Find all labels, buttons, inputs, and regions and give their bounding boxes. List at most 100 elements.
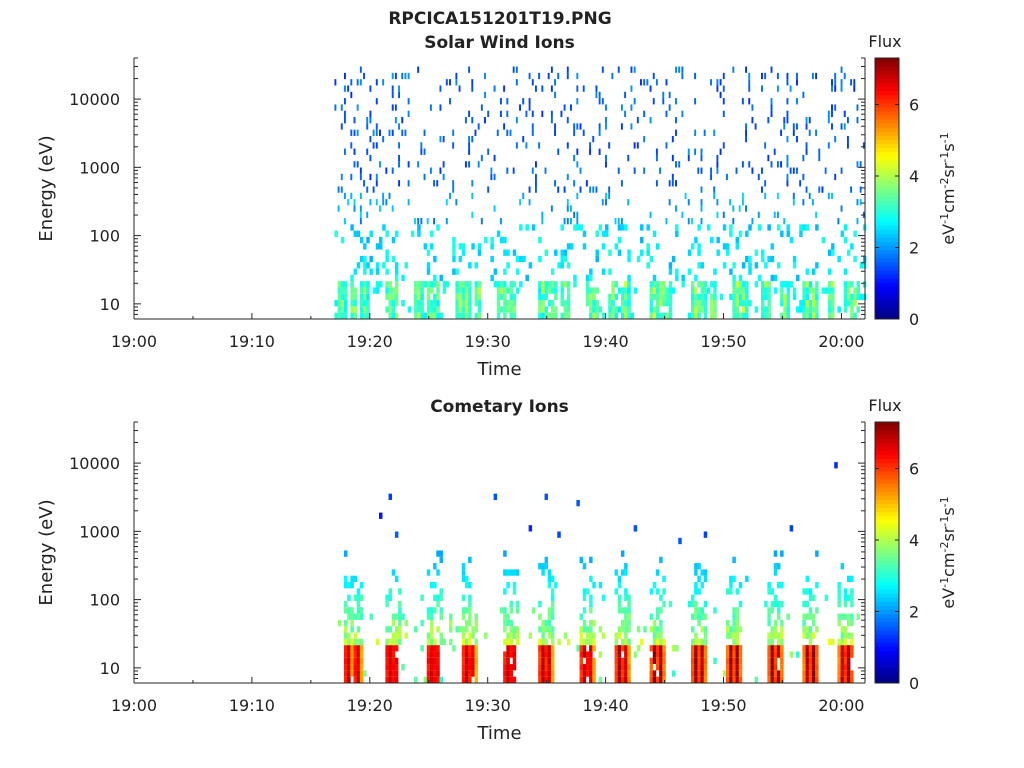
spectrogram-cell xyxy=(388,588,393,595)
spectrogram-cell xyxy=(668,293,673,301)
spectrogram-cell xyxy=(761,186,763,193)
spectrogram-cell xyxy=(414,300,418,307)
spectrogram-cell xyxy=(627,293,631,301)
spectrogram-cell xyxy=(748,98,751,105)
spectrogram-cell xyxy=(808,192,811,200)
spectrogram-cell xyxy=(538,312,542,319)
spectrogram-cell xyxy=(802,300,806,307)
spectrogram-cell xyxy=(690,613,695,620)
spectrogram-cell xyxy=(697,224,701,231)
spectrogram-cell xyxy=(477,249,482,256)
spectrogram-cell xyxy=(433,274,437,282)
spectrogram-cell xyxy=(458,312,463,319)
spectrogram-cell xyxy=(579,645,584,652)
spectrogram-cell xyxy=(356,657,361,665)
spectrogram-cell xyxy=(503,236,507,244)
spectrogram-cell xyxy=(366,287,370,294)
spectrogram-cell xyxy=(382,262,386,269)
spectrogram-cell xyxy=(732,287,736,294)
colorbar-step xyxy=(875,650,899,655)
spectrogram-cell xyxy=(528,104,531,111)
spectrogram-cell xyxy=(690,626,695,633)
spectrogram-cell xyxy=(519,199,521,206)
spectrogram-cell xyxy=(713,657,717,665)
colorbar-step xyxy=(875,58,899,63)
spectrogram-cell xyxy=(347,594,351,601)
spectrogram-cell xyxy=(544,312,549,319)
spectrogram-cell xyxy=(426,249,431,256)
spectrogram-cell xyxy=(796,135,798,143)
spectrogram-cell xyxy=(815,129,818,136)
spectrogram-cell xyxy=(655,312,660,319)
spectrogram-cell xyxy=(783,300,787,307)
spectrogram-cell xyxy=(592,645,596,652)
spectrogram-cell xyxy=(576,224,580,231)
colorbar-step xyxy=(875,66,899,71)
spectrogram-cell xyxy=(439,85,442,92)
spectrogram-cell xyxy=(343,98,346,105)
spectrogram-cell xyxy=(767,657,771,665)
spectrogram-cell xyxy=(385,249,389,256)
spectrogram-cell xyxy=(554,123,557,130)
spectrogram-cell xyxy=(585,281,590,288)
spectrogram-cell xyxy=(550,645,555,652)
spectrogram-cell xyxy=(725,619,730,627)
spectrogram-cell xyxy=(398,588,402,595)
spectrogram-cell xyxy=(843,123,846,130)
spectrogram-cell xyxy=(363,312,367,319)
spectrogram-cell xyxy=(735,236,740,244)
spectrogram-cell xyxy=(394,632,399,639)
spectrogram-cell xyxy=(655,148,658,155)
spectrogram-cell xyxy=(439,556,443,564)
spectrogram-cell xyxy=(850,670,854,677)
spectrogram-cell xyxy=(468,287,472,294)
spectrogram-cell xyxy=(659,657,663,665)
spectrogram-cell xyxy=(643,110,646,118)
spectrogram-cell xyxy=(340,287,345,294)
spectrogram-cell xyxy=(350,129,353,136)
spectrogram-cell xyxy=(649,670,654,677)
spectrogram-cell xyxy=(592,287,596,294)
spectrogram-cell xyxy=(538,300,542,307)
spectrogram-cell xyxy=(732,66,735,73)
spectrogram-cell xyxy=(388,281,393,288)
spectrogram-cell xyxy=(573,123,576,130)
spectrogram-cell xyxy=(799,300,803,307)
colorbar-step xyxy=(875,564,899,570)
spectrogram-cell xyxy=(697,607,701,614)
spectrogram-cell xyxy=(694,613,698,620)
spectrogram-cell xyxy=(617,600,622,608)
spectrogram-cell xyxy=(337,281,342,288)
spectrogram-cell xyxy=(652,274,657,282)
spectrogram-cell xyxy=(662,600,666,608)
spectrogram-cell xyxy=(694,72,697,80)
spectrogram-cell xyxy=(385,281,389,288)
spectrogram-cell xyxy=(694,306,698,313)
spectrogram-cell xyxy=(687,154,690,162)
spectrogram-cell xyxy=(576,72,579,80)
spectrogram-cell xyxy=(464,300,469,307)
spectrogram-cell xyxy=(566,306,571,313)
spectrogram-cell xyxy=(614,569,619,576)
spectrogram-cell xyxy=(748,72,751,80)
spectrogram-cell xyxy=(474,287,478,294)
spectrogram-cell xyxy=(815,645,819,652)
spectrogram-cell xyxy=(382,224,386,231)
colorbar-step xyxy=(875,265,899,271)
colorbar-step xyxy=(875,466,899,472)
spectrogram-cell xyxy=(856,104,859,111)
spectrogram-cell xyxy=(652,651,657,658)
spectrogram-cell xyxy=(780,645,784,652)
spectrogram-cell xyxy=(710,293,714,301)
colorbar-tick-label: 6 xyxy=(909,459,919,478)
spectrogram-cell xyxy=(678,66,681,73)
spectrogram-cell xyxy=(700,199,703,206)
spectrogram-cell xyxy=(547,287,552,294)
spectrogram-cell xyxy=(821,186,824,193)
spectrogram-cell xyxy=(490,274,494,282)
spectrogram-cell xyxy=(780,287,784,294)
spectrogram-cell xyxy=(391,638,396,646)
spectrogram-cell xyxy=(805,575,810,583)
spectrogram-cell xyxy=(761,72,763,80)
spectrogram-cell xyxy=(703,651,708,658)
